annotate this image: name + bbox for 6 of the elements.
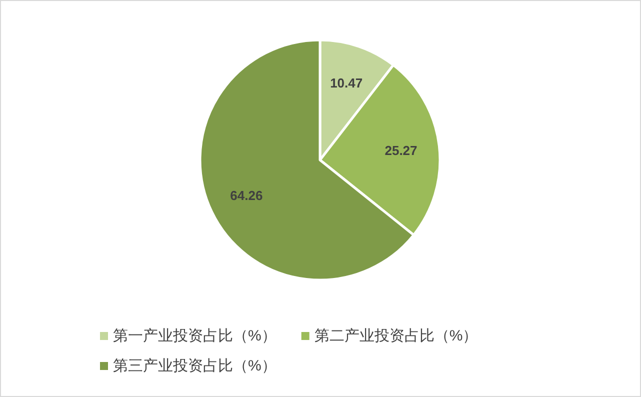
data-label: 10.47 — [330, 75, 363, 90]
data-label: 64.26 — [230, 188, 263, 203]
legend-label: 第一产业投资占比（%） — [113, 328, 276, 344]
data-label: 25.27 — [384, 142, 418, 158]
legend-label: 第二产业投资占比（%） — [314, 328, 478, 344]
legend-label: 第三产业投资占比（%） — [113, 358, 276, 374]
